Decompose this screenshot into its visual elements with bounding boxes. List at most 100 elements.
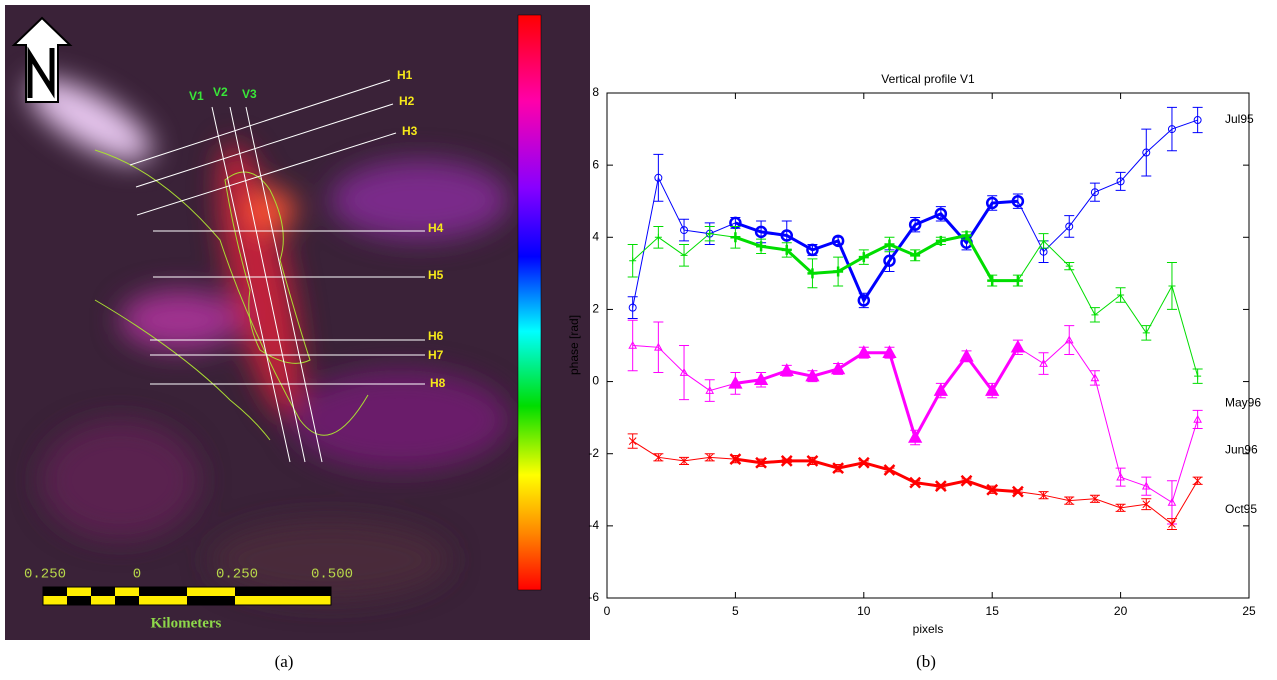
marker <box>1039 359 1048 367</box>
marker <box>882 345 897 358</box>
y-tick-label: 6 <box>592 157 599 171</box>
marker <box>959 348 974 362</box>
error-bar <box>653 321 664 374</box>
marker <box>654 342 663 351</box>
plot-frame <box>606 92 1250 599</box>
y-tick-label: -6 <box>588 590 599 604</box>
scale-label: 0.500 <box>311 567 353 583</box>
profile-label: H1 <box>397 68 413 82</box>
error-bar <box>1038 352 1049 375</box>
legend-label: Jul95 <box>1225 112 1254 126</box>
marker <box>1193 414 1202 423</box>
marker <box>1090 373 1100 382</box>
marker <box>1065 262 1073 270</box>
marker <box>961 230 972 241</box>
marker <box>755 456 767 469</box>
error-bar <box>627 296 638 319</box>
x-tick-label: 10 <box>857 604 871 618</box>
marker <box>705 386 715 394</box>
scale-bar <box>42 586 332 606</box>
marker <box>934 480 947 493</box>
marker <box>629 257 637 265</box>
profile-label: H8 <box>430 376 446 390</box>
scale-label: 0.250 <box>216 567 258 583</box>
legend-label: Oct95 <box>1225 502 1257 516</box>
marker <box>1064 335 1074 344</box>
marker <box>754 225 768 239</box>
marker <box>679 368 689 376</box>
error-bar <box>1089 370 1100 386</box>
marker <box>908 429 923 443</box>
error-bar <box>1141 128 1152 177</box>
marker <box>832 462 845 475</box>
profile-label: V3 <box>242 87 257 101</box>
x-axis-label: pixels <box>913 622 944 636</box>
marker <box>1116 472 1125 481</box>
marker <box>1167 497 1177 506</box>
marker <box>1040 237 1048 245</box>
north-arrow <box>11 16 73 103</box>
profile-label: V1 <box>189 89 204 103</box>
marker <box>1141 481 1151 490</box>
error-bar <box>704 379 715 402</box>
marker <box>628 437 637 445</box>
marker <box>910 250 921 261</box>
marker <box>628 303 637 312</box>
error-bar <box>1064 215 1075 238</box>
error-bar <box>1115 171 1126 191</box>
marker <box>856 345 871 358</box>
series-line <box>632 339 1199 504</box>
marker <box>680 457 688 465</box>
error-bar <box>1141 476 1152 496</box>
y-tick-label: -2 <box>588 446 599 460</box>
y-axis-label: phase [rad] <box>567 315 581 375</box>
caption: (b) <box>916 652 936 671</box>
marker <box>857 294 871 307</box>
marker <box>883 254 896 267</box>
marker <box>680 251 688 259</box>
profile-label: H5 <box>428 268 444 282</box>
marker <box>780 455 793 467</box>
marker <box>1091 494 1099 503</box>
marker <box>1117 291 1125 299</box>
marker <box>908 218 922 231</box>
scale-unit: Kilometers <box>151 615 222 631</box>
map-image <box>5 5 590 640</box>
error-bar <box>1115 467 1126 487</box>
profile-label: H4 <box>428 221 444 235</box>
profile-label: H2 <box>399 94 415 108</box>
marker <box>1142 329 1150 337</box>
y-tick-label: -4 <box>588 518 599 532</box>
marker <box>1065 222 1074 231</box>
marker <box>1168 282 1176 290</box>
x-tick-label: 5 <box>732 604 739 618</box>
marker <box>753 372 769 386</box>
marker <box>1116 503 1125 512</box>
marker <box>706 230 714 238</box>
profile-label: H3 <box>402 124 418 138</box>
y-tick-label: 8 <box>592 85 599 99</box>
marker <box>729 453 742 466</box>
marker <box>858 252 869 263</box>
chart-title: Vertical profile V1 <box>881 72 975 86</box>
marker <box>730 232 741 243</box>
marker <box>960 474 973 487</box>
marker <box>654 453 663 462</box>
marker <box>1193 476 1202 485</box>
marker <box>1167 125 1176 134</box>
marker <box>884 239 895 250</box>
x-tick-label: 25 <box>1242 604 1256 618</box>
marker <box>1194 372 1202 380</box>
error-bar <box>679 345 690 401</box>
marker <box>1010 339 1026 353</box>
error-bar <box>1192 409 1203 429</box>
marker <box>909 476 922 489</box>
series-line <box>632 119 1198 308</box>
error-bar <box>1192 106 1203 134</box>
x-tick-label: 0 <box>604 604 611 618</box>
marker <box>779 363 794 376</box>
x-tick-label: 20 <box>1114 604 1128 618</box>
marker <box>986 483 999 496</box>
highlight-line <box>734 233 1018 283</box>
marker <box>1039 491 1048 500</box>
